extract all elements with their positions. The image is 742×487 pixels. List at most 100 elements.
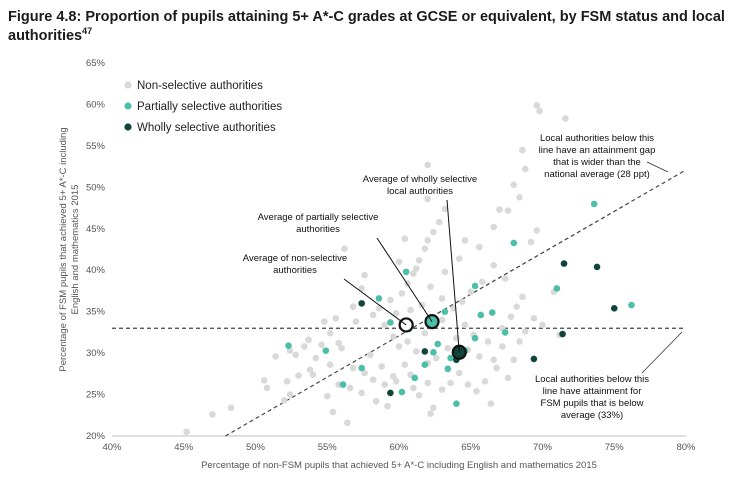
x-tick-label: 40% [102, 442, 122, 453]
data-point [590, 200, 598, 208]
title-footnote-ref: 47 [82, 26, 93, 37]
data-point [421, 348, 429, 355]
data-point [430, 404, 437, 412]
data-point [332, 314, 340, 322]
data-point [504, 207, 512, 214]
data-point [490, 261, 498, 269]
data-point [458, 298, 466, 306]
data-point [593, 263, 601, 271]
data-point [488, 309, 496, 316]
data-point [533, 101, 541, 109]
data-point [441, 205, 449, 213]
data-point [521, 165, 529, 173]
data-point [434, 340, 442, 348]
data-point [504, 374, 512, 382]
data-point [530, 314, 538, 322]
data-point [338, 344, 345, 352]
x-tick-label: 50% [246, 442, 266, 453]
y-axis-label: Percentage of FSM pupils that achieved 5… [58, 127, 81, 371]
data-point [501, 275, 509, 282]
data-point [384, 402, 391, 410]
x-tick-label: 65% [461, 442, 481, 453]
data-point [441, 308, 449, 315]
data-point [326, 329, 334, 337]
data-point [401, 361, 409, 369]
data-point [444, 344, 452, 352]
data-point [447, 354, 454, 362]
data-point [516, 193, 523, 201]
data-point [367, 351, 374, 359]
data-point [441, 268, 449, 276]
data-point [412, 348, 420, 355]
region-annotation: FSM pupils that is below [541, 398, 644, 409]
data-point [461, 321, 469, 329]
data-point [496, 206, 503, 214]
data-point [349, 364, 357, 372]
data-point [339, 381, 347, 388]
data-point [349, 303, 357, 310]
data-point [427, 410, 434, 417]
data-point [424, 195, 432, 203]
data-point [513, 303, 520, 310]
annotation-leader-line [641, 331, 683, 374]
data-point [387, 296, 394, 304]
data-point [461, 237, 469, 244]
data-point [381, 321, 388, 329]
y-axis-label-line: Percentage of FSM pupils that achieved 5… [58, 127, 69, 371]
data-point [358, 364, 365, 372]
data-point [283, 377, 291, 385]
data-point [510, 356, 518, 364]
data-point [447, 379, 454, 387]
average-leader-line [376, 237, 433, 322]
region-annotation: Local authorities below this [535, 374, 649, 385]
data-point [510, 181, 518, 189]
data-point [286, 391, 294, 398]
data-point [395, 343, 403, 350]
data-point [401, 235, 409, 243]
data-point [392, 377, 400, 385]
data-point [427, 283, 434, 291]
x-tick-label: 45% [174, 442, 194, 453]
data-point [329, 408, 337, 416]
data-point [369, 376, 377, 383]
data-point [404, 338, 411, 345]
data-point [455, 369, 463, 377]
y-tick-label: 40% [86, 265, 106, 276]
data-point [309, 371, 317, 378]
data-point [421, 245, 429, 252]
data-point [464, 381, 472, 388]
data-point [321, 318, 328, 325]
data-point [536, 107, 543, 115]
data-point [410, 384, 417, 392]
data-point [484, 338, 492, 345]
series-1 [285, 200, 635, 407]
data-point [227, 404, 235, 412]
data-point [521, 328, 529, 335]
legend-marker [124, 81, 132, 89]
y-tick-label: 30% [86, 348, 106, 359]
data-point [372, 397, 380, 405]
x-tick-label: 75% [605, 442, 625, 453]
data-point [392, 310, 400, 317]
data-point [519, 146, 526, 154]
data-point [628, 301, 635, 309]
x-tick-label: 60% [389, 442, 409, 453]
data-point [389, 333, 397, 340]
data-point [344, 419, 351, 427]
data-point [519, 293, 526, 301]
data-point [346, 384, 354, 392]
region-annotation: line have an attainment gap [539, 145, 656, 156]
data-point [263, 384, 271, 392]
data-point [407, 306, 414, 314]
data-point [381, 381, 388, 388]
y-tick-label: 65% [86, 58, 106, 69]
attainment-gap-line [225, 169, 687, 437]
data-point [387, 319, 394, 326]
data-point [477, 311, 485, 319]
region-annotation: average (33%) [561, 410, 623, 421]
data-point [455, 255, 463, 262]
data-point [471, 282, 479, 290]
data-point [516, 338, 523, 345]
data-point [424, 161, 432, 169]
data-point [286, 347, 294, 354]
